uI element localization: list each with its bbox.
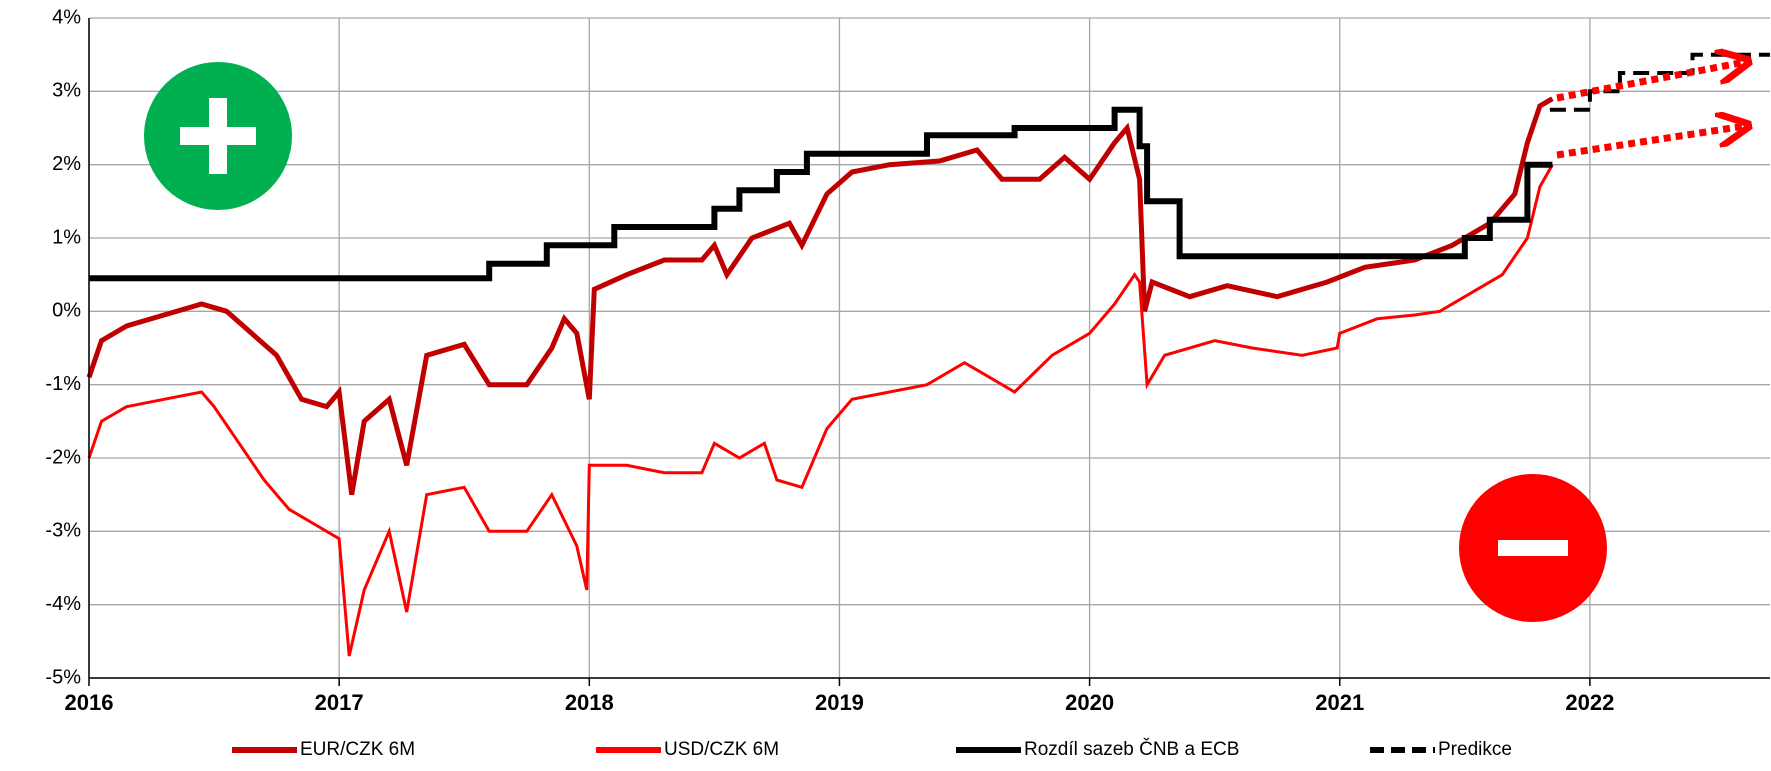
y-tick-label: 2% xyxy=(52,153,81,175)
x-tick-label: 2018 xyxy=(565,690,614,715)
y-tick-label: 0% xyxy=(52,300,81,322)
minus-icon xyxy=(1459,474,1607,622)
series-line xyxy=(89,106,1553,282)
legend-label: Predikce xyxy=(1438,739,1512,760)
legend-label: Rozdíl sazeb ČNB a ECB xyxy=(1024,738,1239,760)
plus-icon xyxy=(144,62,292,210)
x-tick-label: 2016 xyxy=(65,690,114,715)
legend-label: USD/CZK 6M xyxy=(664,739,779,760)
x-tick-label: 2022 xyxy=(1565,690,1614,715)
y-tick-label: 4% xyxy=(52,6,81,28)
y-tick-label: -4% xyxy=(45,593,81,615)
y-tick-label: -2% xyxy=(45,446,81,468)
prediction-arrow xyxy=(1556,62,1745,102)
y-tick-label: -5% xyxy=(45,666,81,688)
x-tick-label: 2019 xyxy=(815,690,864,715)
legend-label: EUR/CZK 6M xyxy=(300,739,415,760)
x-tick-label: 2017 xyxy=(315,690,364,715)
x-tick-label: 2021 xyxy=(1315,690,1364,715)
series-line xyxy=(86,96,1554,496)
y-tick-label: -3% xyxy=(45,520,81,542)
series-line xyxy=(1549,52,1770,112)
series-line xyxy=(87,163,1554,657)
y-tick-label: 3% xyxy=(52,80,81,102)
y-tick-label: -1% xyxy=(45,373,81,395)
y-tick-label: 1% xyxy=(52,226,81,248)
x-tick-label: 2020 xyxy=(1065,690,1114,715)
prediction-arrow xyxy=(1556,126,1745,159)
lines xyxy=(86,52,1770,657)
